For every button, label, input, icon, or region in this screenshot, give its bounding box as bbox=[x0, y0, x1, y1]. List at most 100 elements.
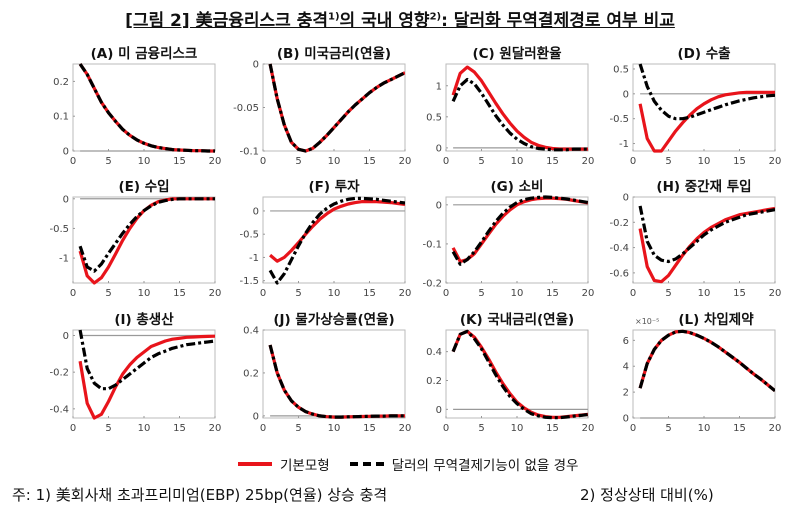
legend-swatch-no-dollar bbox=[349, 462, 384, 466]
subplot-h: (H) 중간재 투입 0 5 10 15 20 -0.6 -0.4 -0.2 0 bbox=[609, 178, 781, 299]
x-tick-label: 15 bbox=[546, 288, 559, 299]
x-tick-label: 20 bbox=[399, 423, 412, 434]
y-tick-label: -0.1 bbox=[239, 147, 259, 158]
y-tick-label: 0 bbox=[623, 414, 629, 425]
y-tick-label: -0.5 bbox=[239, 230, 259, 241]
x-tick-label: 0 bbox=[260, 423, 266, 434]
x-tick-label: 5 bbox=[295, 156, 301, 167]
series-no-dollar-line bbox=[638, 205, 775, 264]
x-tick-label: 15 bbox=[173, 156, 186, 167]
series-no-dollar-line bbox=[451, 195, 588, 266]
axes-box bbox=[445, 63, 589, 152]
x-tick-label: 15 bbox=[363, 156, 376, 167]
y-tick-label: 0 bbox=[63, 194, 69, 205]
x-tick-label: 5 bbox=[295, 423, 301, 434]
title-sup1: 1) bbox=[327, 11, 340, 23]
x-tick-label: 0 bbox=[443, 288, 449, 299]
y-tick-label: -0.05 bbox=[233, 103, 259, 114]
y-tick-label: 0.5 bbox=[613, 64, 629, 75]
x-tick-label: 20 bbox=[209, 288, 222, 299]
axes-box bbox=[262, 329, 406, 419]
subplot-g: (G) 소비 0 5 10 15 20 -0.2 -0.1 0 bbox=[422, 179, 594, 299]
y-tick-label: -1.5 bbox=[239, 276, 259, 287]
x-tick-label: 15 bbox=[733, 423, 746, 434]
y-tick-label: -1 bbox=[59, 254, 69, 265]
y-tick-label: -0.2 bbox=[609, 218, 629, 229]
legend-swatch-baseline bbox=[238, 462, 272, 466]
subplot-c: (C) 원달러환율 0 5 10 15 20 0 0.5 1 bbox=[426, 45, 594, 167]
series-baseline-line bbox=[269, 200, 405, 263]
series-no-dollar-line bbox=[78, 329, 215, 391]
x-tick-label: 15 bbox=[363, 423, 376, 434]
x-tick-label: 5 bbox=[478, 156, 484, 167]
x-tick-label: 0 bbox=[70, 288, 76, 299]
x-tick-label: 15 bbox=[173, 288, 186, 299]
x-tick-label: 10 bbox=[698, 288, 711, 299]
x-tick-label: 20 bbox=[209, 423, 222, 434]
y-tick-label: -0.5 bbox=[609, 114, 629, 125]
y-tick-label: 0 bbox=[63, 147, 69, 158]
y-tick-label: -0.1 bbox=[422, 239, 442, 250]
axes-box bbox=[262, 63, 406, 152]
x-tick-label: 15 bbox=[546, 156, 559, 167]
axes-box bbox=[445, 196, 589, 284]
x-tick-label: 5 bbox=[665, 156, 671, 167]
subplot-title: (C) 원달러환율 bbox=[472, 45, 561, 62]
x-tick-label: 5 bbox=[478, 288, 484, 299]
x-tick-label: 10 bbox=[698, 156, 711, 167]
subplot-title: (I) 총생산 bbox=[114, 311, 174, 328]
x-tick-label: 20 bbox=[582, 288, 595, 299]
x-tick-label: 10 bbox=[328, 156, 341, 167]
x-tick-label: 20 bbox=[209, 156, 222, 167]
y-tick-label: 0 bbox=[63, 331, 69, 342]
y-tick-label: 0 bbox=[623, 89, 629, 100]
subplot-title: (A) 미 금융리스크 bbox=[91, 46, 198, 62]
x-tick-label: 10 bbox=[328, 288, 341, 299]
y-tick-label: -0.6 bbox=[609, 268, 629, 279]
y-tick-label: 0.2 bbox=[426, 376, 442, 387]
x-tick-label: 0 bbox=[443, 423, 449, 434]
legend-label-baseline: 기본모형 bbox=[280, 458, 330, 474]
y-tick-label: 0 bbox=[436, 200, 442, 211]
subplot-title: (G) 소비 bbox=[491, 179, 544, 195]
y-tick-label: 1 bbox=[436, 81, 442, 92]
series-no-dollar-line bbox=[638, 63, 775, 121]
legend-label-no-dollar: 달러의 무역결제기능이 없을 경우 bbox=[391, 458, 579, 474]
x-tick-label: 20 bbox=[582, 156, 595, 167]
x-tick-label: 5 bbox=[478, 423, 484, 434]
x-tick-label: 10 bbox=[698, 423, 711, 434]
legend: 기본모형 달러의 무역결제기능이 없을 경우 bbox=[238, 454, 578, 474]
series-no-dollar-line bbox=[78, 197, 215, 273]
subplot-title: (F) 투자 bbox=[308, 179, 360, 195]
y-tick-label: 6 bbox=[623, 336, 629, 347]
x-tick-label: 5 bbox=[295, 288, 301, 299]
y-tick-label: -1 bbox=[619, 139, 629, 150]
x-tick-label: 15 bbox=[546, 423, 559, 434]
y-tick-label: -0.2 bbox=[422, 279, 442, 290]
x-tick-label: 15 bbox=[733, 288, 746, 299]
y-tick-label: 0 bbox=[253, 206, 259, 217]
series-baseline-line bbox=[78, 334, 215, 420]
y-tick-label: 0.5 bbox=[426, 112, 442, 123]
subplot-d: (D) 수출 0 5 10 15 20 -1 -0.5 0 0.5 bbox=[609, 45, 781, 167]
y-tick-label: -0.4 bbox=[49, 404, 69, 415]
y-tick-label: 0.2 bbox=[53, 77, 69, 88]
y-tick-label: 0 bbox=[253, 60, 259, 71]
subplot-k: (K) 국내금리(연율) 0 5 10 15 20 0 0.2 0.4 bbox=[426, 311, 594, 434]
subplot-j: (J) 물가상승률(연율) 0 5 10 15 20 0 0.2 0.4 bbox=[243, 311, 411, 434]
x-tick-label: 20 bbox=[769, 288, 782, 299]
series-no-dollar-line bbox=[268, 344, 405, 419]
y-tick-label: 0.4 bbox=[426, 347, 442, 358]
figure-title: [그림 2] 美금융리스크 충격1)의 국내 영향2): 달러화 무역결제경로 … bbox=[0, 6, 800, 31]
y-tick-label: 4 bbox=[623, 362, 629, 373]
y-tick-label: -0.2 bbox=[49, 368, 69, 379]
x-tick-label: 10 bbox=[511, 156, 524, 167]
y-tick-label: -0.5 bbox=[49, 224, 69, 235]
subplot-e: (E) 수입 0 5 10 15 20 -1 -0.5 0 bbox=[49, 179, 221, 299]
x-tick-label: 10 bbox=[511, 423, 524, 434]
series-no-dollar-line bbox=[268, 63, 405, 153]
subplot-f: (F) 투자 0 5 10 15 20 -1.5 -1 -0.5 0 bbox=[239, 179, 411, 299]
x-tick-label: 5 bbox=[105, 423, 111, 434]
title-text-suffix: : 달러화 무역결제경로 여부 비교 bbox=[441, 11, 675, 31]
